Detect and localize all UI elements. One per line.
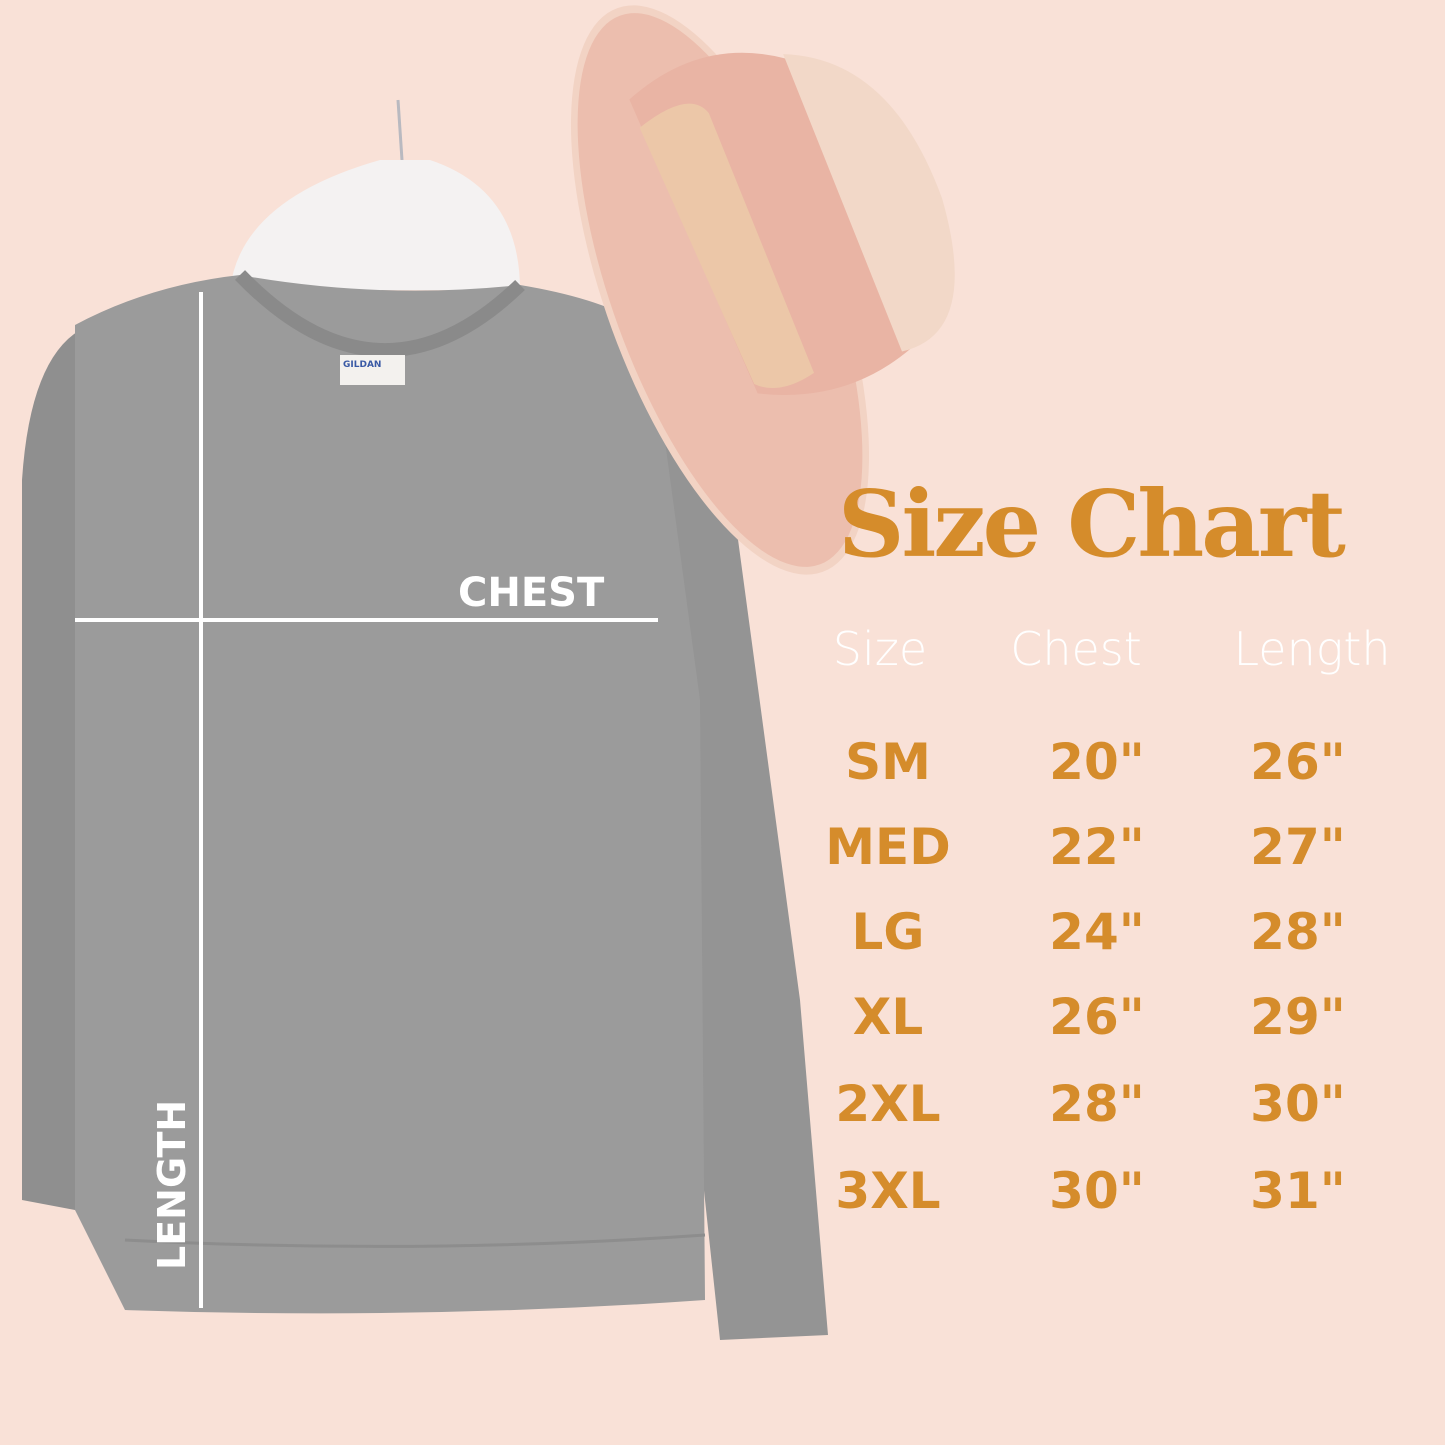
table-cell-size: SM: [845, 733, 931, 791]
table-cell-size: MED: [825, 818, 951, 876]
hanger-hook: [396, 99, 404, 161]
table-cell-size: LG: [851, 903, 925, 961]
table-cell-length: 28": [1250, 903, 1346, 961]
table-cell-chest: 24": [1049, 903, 1145, 961]
table-cell-length: 30": [1250, 1075, 1346, 1133]
table-cell-size: XL: [852, 988, 924, 1046]
sweatshirt-body: [75, 275, 705, 1314]
hat: [570, 5, 955, 575]
table-cell-chest: 20": [1049, 733, 1145, 791]
table-cell-length: 31": [1250, 1162, 1346, 1220]
collar: [234, 270, 525, 358]
left-sleeve: [22, 330, 80, 1210]
header-chest: Chest: [1010, 622, 1142, 676]
length-label: LENGTH: [150, 1099, 194, 1270]
header-size: Size: [832, 622, 928, 676]
table-cell-size: 3XL: [835, 1162, 941, 1220]
right-sleeve: [640, 330, 828, 1340]
table-cell-length: 26": [1250, 733, 1346, 791]
table-cell-length: 27": [1250, 818, 1346, 876]
hem: [124, 1233, 706, 1248]
table-cell-chest: 30": [1049, 1162, 1145, 1220]
table-cell-chest: 26": [1049, 988, 1145, 1046]
table-cell-size: 2XL: [835, 1075, 941, 1133]
table-cell-length: 29": [1250, 988, 1346, 1046]
header-length: Length: [1233, 622, 1391, 676]
chest-label: CHEST: [458, 570, 605, 616]
brand-tag-text: GILDAN: [343, 360, 382, 370]
table-cell-chest: 28": [1049, 1075, 1145, 1133]
hanger: [230, 160, 520, 290]
table-cell-chest: 22": [1049, 818, 1145, 876]
page-title: Size Chart: [838, 470, 1346, 578]
brand-tag: [340, 355, 405, 385]
